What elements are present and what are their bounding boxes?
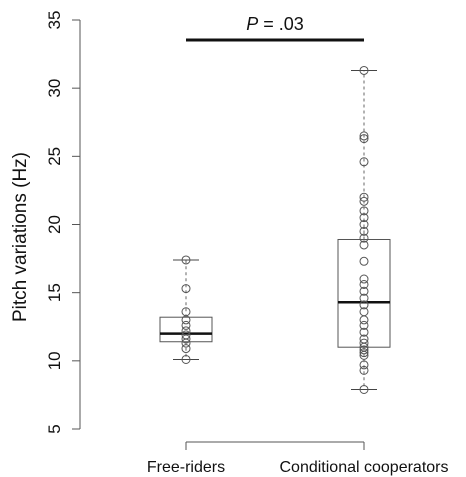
p-symbol: P [246, 14, 258, 34]
data-point [359, 226, 369, 236]
data-point [359, 206, 369, 216]
y-axis-ticks: 5 10 15 20 25 30 35 [45, 11, 80, 434]
data-point [181, 284, 191, 294]
box-conditional-cooperators [337, 65, 391, 394]
data-point [181, 320, 191, 330]
y-axis-label: Pitch variations (Hz) [10, 152, 31, 322]
data-point [359, 131, 369, 141]
y-tick-label: 25 [45, 147, 64, 166]
box-free-riders [159, 255, 213, 364]
data-point [359, 345, 369, 355]
y-tick-label: 5 [45, 424, 64, 433]
data-point [181, 330, 191, 340]
data-point [359, 134, 369, 144]
data-point [359, 213, 369, 223]
data-point [359, 274, 369, 284]
data-point [359, 65, 369, 75]
data-point [181, 255, 191, 265]
data-point [359, 192, 369, 202]
data-point [359, 279, 369, 289]
data-point [181, 307, 191, 317]
data-point [359, 256, 369, 266]
data-point [359, 365, 369, 375]
data-point [359, 286, 369, 296]
significance-label: P = .03 [246, 14, 304, 34]
data-point [359, 307, 369, 317]
p-value: = .03 [258, 14, 304, 34]
data-point [359, 360, 369, 370]
data-point [181, 344, 191, 354]
data-point [181, 326, 191, 336]
data-point [359, 348, 369, 358]
data-point [359, 384, 369, 394]
data-point [359, 157, 369, 167]
data-point [359, 300, 369, 310]
data-point [359, 220, 369, 229]
data-point [359, 320, 369, 330]
y-tick-label: 35 [45, 11, 64, 30]
data-point [359, 196, 369, 206]
x-tick-label: Conditional cooperators [280, 459, 449, 476]
y-tick-label: 10 [45, 351, 64, 370]
data-point [359, 240, 369, 250]
data-point [359, 293, 369, 303]
data-point [359, 233, 369, 243]
y-tick-label: 20 [45, 215, 64, 234]
data-point [181, 354, 191, 364]
boxes-group [159, 65, 391, 394]
x-axis-ticks: Free-riders Conditional cooperators [147, 442, 449, 476]
x-tick-label: Free-riders [147, 459, 225, 476]
y-tick-label: 15 [45, 283, 64, 302]
data-point [359, 338, 369, 348]
iqr-box [337, 238, 391, 348]
y-tick-label: 30 [45, 79, 64, 98]
data-point [359, 334, 369, 344]
data-point [359, 327, 369, 337]
